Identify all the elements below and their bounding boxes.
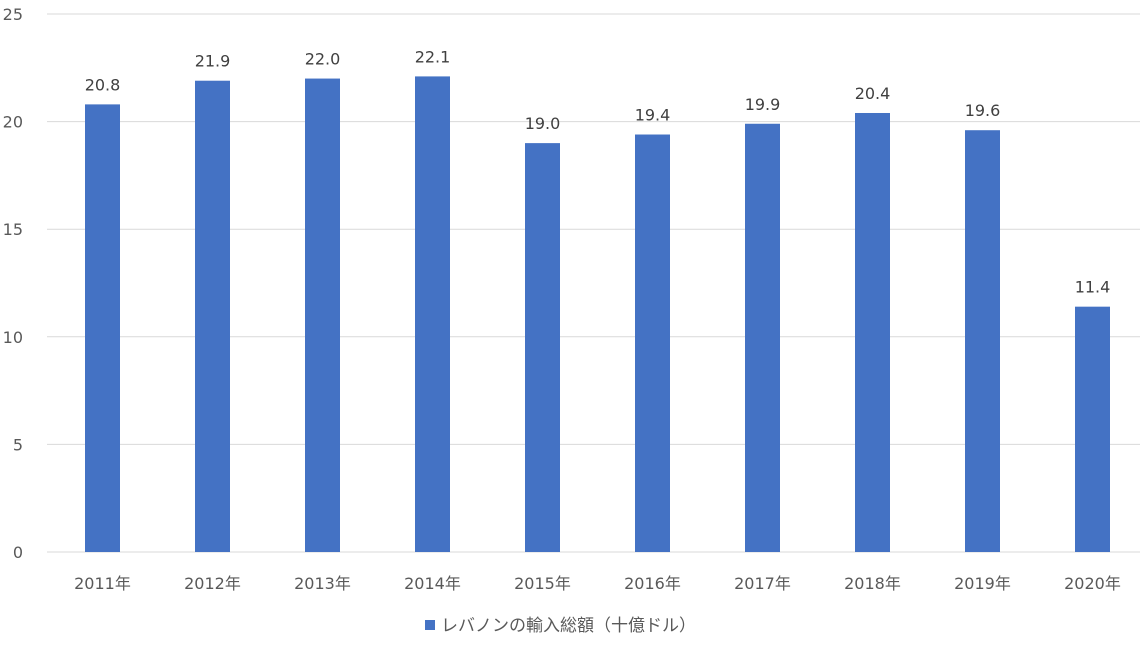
data-label-2011年: 20.8 — [85, 75, 121, 94]
x-category-label-2014年: 2014年 — [404, 574, 461, 593]
bar-2012年 — [195, 80, 230, 552]
data-label-2012年: 21.9 — [195, 52, 231, 71]
y-tick-label-15: 15 — [3, 220, 23, 239]
x-category-label-2017年: 2017年 — [734, 574, 791, 593]
data-label-2015年: 19.0 — [525, 114, 561, 133]
data-label-2017年: 19.9 — [745, 95, 781, 114]
x-category-label-2013年: 2013年 — [294, 574, 351, 593]
y-tick-label-5: 5 — [13, 435, 23, 454]
x-category-label-2018年: 2018年 — [844, 574, 901, 593]
legend-label: レバノンの輸入総額（十億ドル） — [441, 616, 696, 636]
bar-2016年 — [635, 134, 670, 552]
data-label-2016年: 19.4 — [635, 106, 671, 125]
bar-2013年 — [305, 78, 340, 552]
bar-2020年 — [1075, 306, 1110, 552]
x-category-label-2020年: 2020年 — [1064, 574, 1121, 593]
y-tick-label-0: 0 — [13, 543, 23, 562]
bars — [85, 76, 1110, 553]
bar-2018年 — [855, 112, 890, 552]
bar-2011年 — [85, 104, 120, 552]
y-tick-label-25: 25 — [3, 5, 23, 24]
legend: レバノンの輸入総額（十億ドル） — [425, 616, 696, 636]
x-category-label-2012年: 2012年 — [184, 574, 241, 593]
y-axis-ticks: 0 5 10 15 20 25 — [3, 5, 23, 562]
x-category-label-2016年: 2016年 — [624, 574, 681, 593]
x-axis-categories: 2011年 2012年 2013年 2014年 2015年 2016年 2017年 2018年… — [74, 574, 1121, 593]
bar-2017年 — [745, 123, 780, 552]
bar-2015年 — [525, 143, 560, 552]
y-tick-label-20: 20 — [3, 113, 23, 132]
data-label-2019年: 19.6 — [965, 101, 1001, 120]
x-category-label-2019年: 2019年 — [954, 574, 1011, 593]
bar-2019年 — [965, 130, 1000, 552]
x-category-label-2015年: 2015年 — [514, 574, 571, 593]
bar-2014年 — [415, 76, 450, 553]
legend-swatch — [425, 620, 435, 630]
data-label-2018年: 20.4 — [855, 84, 891, 103]
data-label-2020年: 11.4 — [1075, 278, 1111, 297]
x-category-label-2011年: 2011年 — [74, 574, 131, 593]
data-label-2014年: 22.1 — [415, 47, 451, 66]
data-labels: 20.8 21.9 22.0 22.1 19.0 19.4 19.9 20.4 19.6 11.4 — [85, 47, 1111, 296]
data-label-2013年: 22.0 — [305, 50, 341, 69]
y-tick-label-10: 10 — [3, 328, 23, 347]
